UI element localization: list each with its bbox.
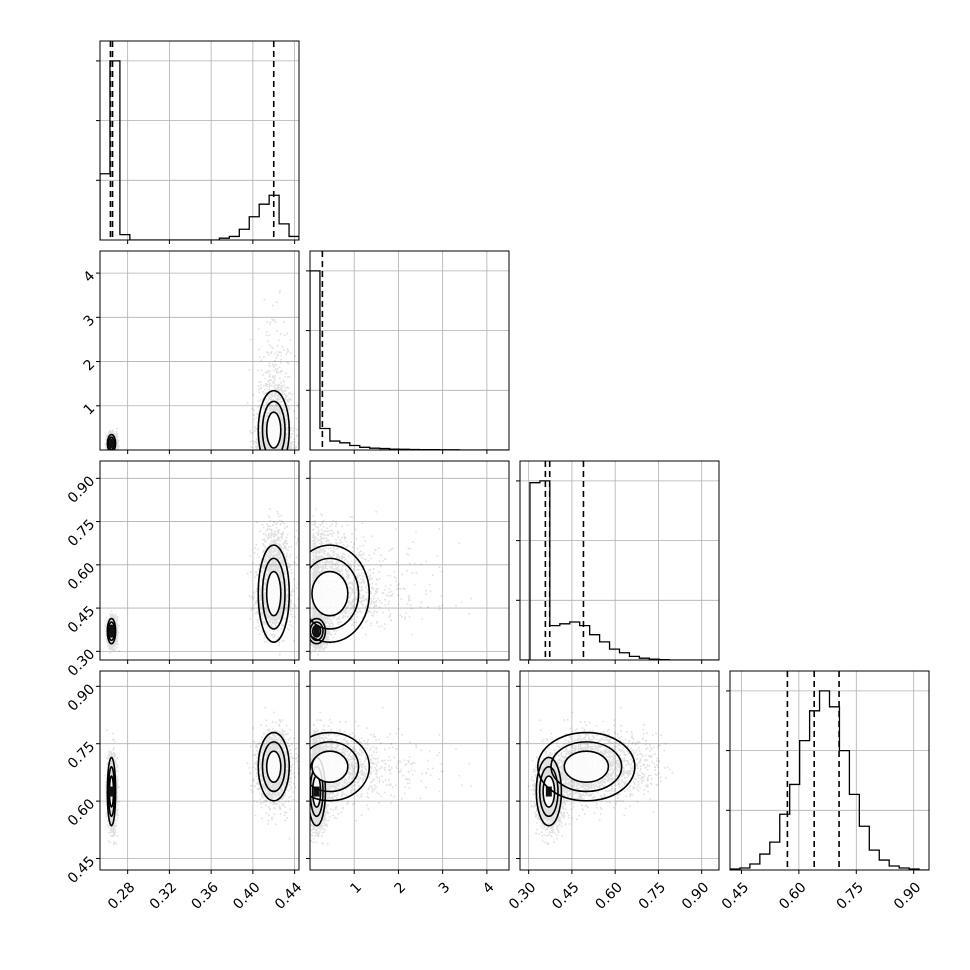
x-tick-label-3-1: 0.60 [776,879,809,912]
panel-frame [100,41,299,240]
y-tick-label-1-0: 1 [81,401,99,419]
x-tick-label-0-3: 0.40 [230,879,263,912]
x-tick-label-2-1: 0.45 [549,879,582,912]
panel-3-1: 1 2 3 4 [290,671,509,897]
contour-2-1-1-0 [312,572,348,616]
contour-3-1-1-0 [312,751,348,782]
x-tick-label-1-3: 4 [480,879,498,897]
x-tick-label-3-0: 0.45 [719,879,752,912]
y-tick-label-3-1: 0.60 [65,796,98,829]
y-tick-label-1-3: 4 [81,268,99,286]
x-tick-label-2-0: 0.30 [506,879,539,912]
x-tick-label-0-4: 0.44 [272,879,305,912]
panel-1-0: 1 2 3 4 [81,251,301,470]
panel-0-0 [96,41,299,244]
x-tick-label-0-0: 0.28 [105,879,138,912]
x-tick-label-1-0: 1 [347,879,365,897]
panel-3-0: 0.28 0.32 0.36 0.40 0.44 0.45 0.60 0.75 0.90 [65,671,305,913]
panel-2-0: 0.30 0.45 0.60 0.75 0.90 [65,461,300,680]
x-tick-label-2-2: 0.60 [593,879,626,912]
y-tick-label-3-2: 0.75 [65,739,98,772]
histogram-1 [310,271,509,450]
y-tick-label-2-4: 0.90 [65,473,98,506]
x-tick-label-3-2: 0.75 [834,879,867,912]
y-tick-label-2-3: 0.75 [65,517,98,550]
contour-3-0-1-0 [267,751,281,782]
y-tick-label-2-2: 0.60 [65,560,98,593]
density-peak-3-0 [108,787,114,797]
x-tick-label-1-2: 3 [436,879,454,897]
y-tick-label-2-0: 0.30 [65,646,98,679]
y-tick-label-2-1: 0.45 [65,603,98,636]
panel-3-2: 0.30 0.45 0.60 0.75 0.90 [506,671,719,913]
x-tick-label-0-1: 0.32 [147,879,180,912]
histogram-0 [100,61,299,240]
density-peak-1-0 [108,438,114,448]
x-tick-label-2-4: 0.90 [679,879,712,912]
density-peak-2-0 [108,626,114,636]
panel-frame [310,251,509,450]
histogram-3 [730,691,929,870]
x-tick-label-1-1: 2 [392,879,410,897]
y-tick-label-1-2: 3 [81,312,99,330]
panel-1-1 [306,251,509,454]
contour-1-0-1-0 [267,412,281,448]
x-tick-label-2-3: 0.75 [636,879,669,912]
y-tick-label-3-3: 0.90 [65,681,98,714]
panel-2-2 [516,461,719,664]
y-tick-label-1-1: 2 [81,357,99,375]
contour-2-0-1-0 [267,572,281,616]
density-peak-2-1 [314,626,320,636]
contour-3-2-1-0 [564,751,608,782]
y-tick-label-3-0: 0.45 [65,853,98,886]
x-tick-label-3-3: 0.90 [891,879,924,912]
x-tick-label-0-2: 0.36 [189,879,222,912]
panel-3-3: 0.45 0.60 0.75 0.90 [719,671,929,913]
panel-2-1 [290,461,509,664]
